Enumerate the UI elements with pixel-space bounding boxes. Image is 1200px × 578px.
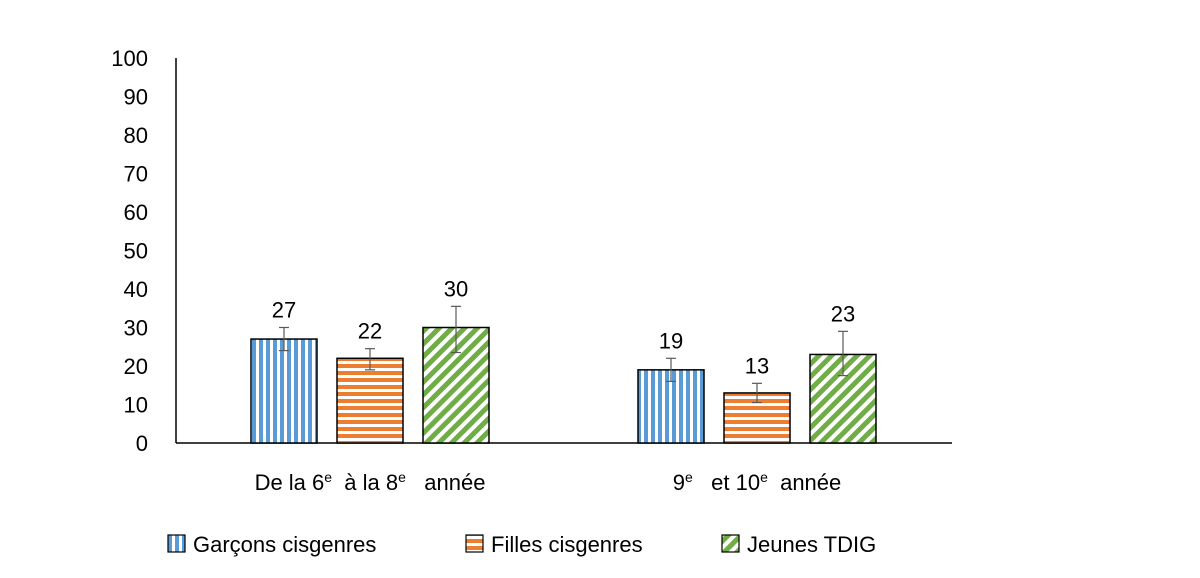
data-label: 22 [358,319,382,344]
y-tick-label: 30 [124,316,148,341]
legend-label: Jeunes TDIG [747,532,876,557]
category-label: De la 6e à la 8e année [255,469,486,495]
category-label-text: 9 [673,470,685,495]
category-label-superscript: e [324,469,332,485]
data-label: 30 [444,276,468,301]
y-tick-label: 100 [111,46,148,71]
category-label-superscript: e [760,469,768,485]
category-label-text: année [768,470,841,495]
category-label-superscript: e [398,469,406,485]
category-label-text: De la 6 [255,470,325,495]
data-labels: 27 22 30 19 13 23 [272,276,855,378]
legend: Garçons cisgenres Filles cisgenres Jeunes … [167,532,876,557]
legend-swatch [167,534,186,553]
category-label-text: à la 8 [332,470,398,495]
data-label: 23 [831,301,855,326]
error-bars [279,305,848,404]
category-labels: De la 6e à la 8e année 9e et 10e année [255,469,842,495]
legend-label: Garçons cisgenres [193,532,376,557]
bar [250,338,318,444]
data-label: 13 [745,353,769,378]
bars [250,326,877,444]
category-label-text: année [406,470,486,495]
bar [336,357,404,444]
data-label: 19 [659,328,683,353]
y-axis: 0 10 20 30 40 50 60 70 80 90 100 [111,46,177,456]
category-label: 9e et 10e année [673,469,842,495]
y-tick-label: 10 [124,393,148,418]
category-label-superscript: e [685,469,693,485]
y-tick-label: 50 [124,239,148,264]
data-label: 27 [272,298,296,323]
y-tick-label: 90 [124,85,148,110]
category-label-text: et 10 [693,470,760,495]
y-tick-label: 40 [124,277,148,302]
legend-swatch [721,534,740,553]
y-tick-label: 60 [124,200,148,225]
y-tick-label: 0 [136,431,148,456]
y-tick-label: 70 [124,162,148,187]
legend-swatch [465,534,484,553]
legend-label: Filles cisgenres [491,532,643,557]
y-tick-label: 80 [124,123,148,148]
y-tick-label: 20 [124,354,148,379]
